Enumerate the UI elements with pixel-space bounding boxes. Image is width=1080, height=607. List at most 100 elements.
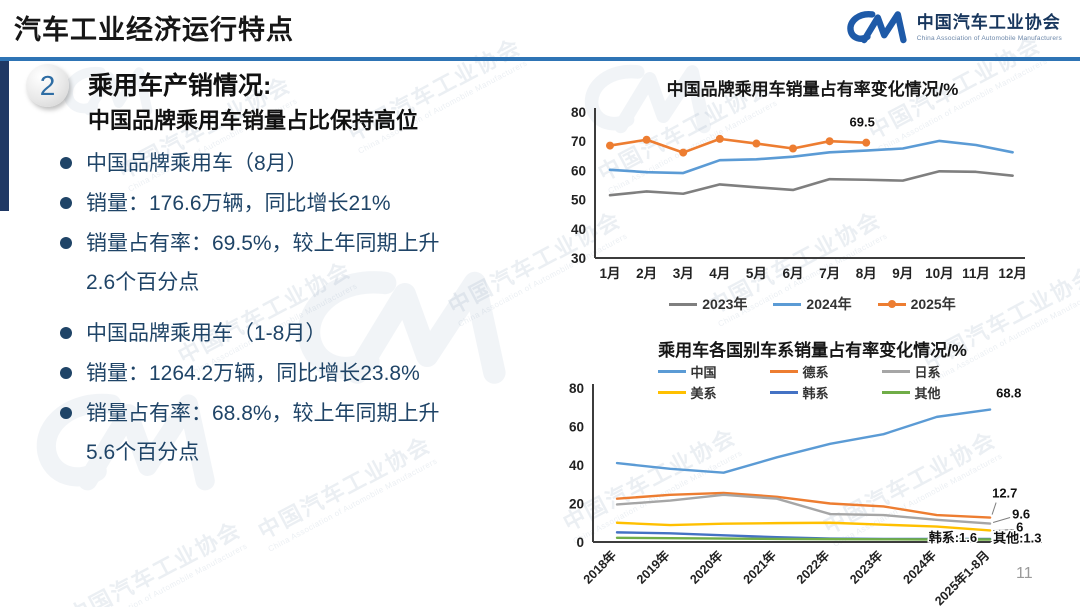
bullet-text-continued: 5.6个百分点 [86,441,200,464]
bullet-text: 销量占有率：68.8%，较上年同期上升 [86,402,440,425]
org-name-en: China Association of Automobile Manufact… [916,34,1062,42]
svg-text:其他:1.3: 其他:1.3 [993,530,1041,545]
bullet-item: 中国品牌乘用车（1-8月） [60,320,530,347]
watermark-cn: 中国汽车工业协会 [63,516,246,607]
bullet-text: 销量：176.6万辆，同比增长21% [86,192,391,215]
svg-text:60: 60 [571,163,586,178]
left-accent-bar [0,61,9,211]
svg-text:80: 80 [571,105,586,120]
svg-text:6: 6 [1016,519,1023,534]
bullet-text: 销量占有率：69.5%，较上年同期上升 [86,232,440,255]
chart-title: 中国品牌乘用车销量占有率变化情况/% [666,80,959,99]
legend-item: 中国 [657,362,744,381]
bullet-icon [60,197,72,209]
chart-title: 乘用车各国别车系销量占有率变化情况/% [658,341,967,360]
chart-legend: 中国 德系 日系美系 韩系 其他 [545,362,1080,402]
legend-line-swatch [877,300,906,308]
svg-text:9.6: 9.6 [1012,507,1030,522]
legend-line-swatch [769,370,798,373]
legend-item: 美系 [657,383,744,402]
legend-item: 韩系 [769,383,856,402]
svg-text:20: 20 [569,497,584,512]
svg-text:70: 70 [571,134,586,149]
svg-text:69.5: 69.5 [850,115,875,130]
bullet-icon [60,327,72,339]
org-name-cn: 中国汽车工业协会 [916,13,1061,33]
svg-text:11月: 11月 [962,266,990,281]
bullet-icon [60,367,72,379]
svg-text:2025年1-8月: 2025年1-8月 [931,548,992,607]
legend-label: 日系 [914,365,941,380]
legend-item: 德系 [769,362,856,381]
org-logo: 中国汽车工业协会 China Association of Automobile… [845,6,1062,50]
bullet-text: 中国品牌乘用车（1-8月） [86,322,327,345]
svg-text:40: 40 [569,458,584,473]
bullet-text: 销量：1264.2万辆，同比增长23.8% [86,362,420,385]
legend-label: 美系 [690,386,717,401]
svg-text:4月: 4月 [709,266,730,281]
watermark-en: China Association of Automobile Manufact… [76,541,249,607]
bullet-list: 中国品牌乘用车（8月） 销量：176.6万辆，同比增长21% 销量占有率：69.5%… [60,150,530,479]
page-number: 11 [1016,565,1033,582]
svg-text:3月: 3月 [673,266,694,281]
legend-line-swatch [881,370,910,373]
svg-text:0: 0 [576,535,584,550]
bullet-item: 销量：1264.2万辆，同比增长23.8% [60,360,530,387]
chart-share-by-origin: 乘用车各国别车系销量占有率变化情况/% 中国 德系 日系美系 韩系 其他 0 20 40 60… [545,326,1080,607]
bullet-text: 中国品牌乘用车（8月） [86,152,308,175]
legend-item: 日系 [881,362,968,381]
bullet-item: 销量占有率：68.8%，较上年同期上升 5.6个百分点 [60,400,530,466]
watermark-text: 中国汽车工业协会 China Association of Automobile … [62,512,251,607]
svg-text:30: 30 [571,251,586,266]
svg-text:10月: 10月 [925,266,954,281]
section-number-badge: 2 [26,64,69,107]
line-chart-svg: 0 20 40 60 80 2018年 2019年 2020年 2021年 2022年 2023年 2… [569,381,1043,607]
legend-label: 2024年 [806,296,852,312]
page-title: 汽车工业经济运行特点 [14,15,294,45]
svg-text:12月: 12月 [998,266,1027,281]
legend-label: 2025年 [910,296,956,312]
legend-marker-dot [887,300,896,308]
bullet-icon [60,237,72,249]
chart-brand-share-monthly: 中国品牌乘用车销量占有率变化情况/% 30 40 50 60 70 80 1月 2月 3月 4月 5… [545,63,1080,325]
legend-item: 2024年 [773,294,852,314]
section-subheading: 中国品牌乘用车销量占比保持高位 [88,108,419,133]
legend-label: 其他 [914,386,941,401]
bullet-icon [60,407,72,419]
svg-text:40: 40 [571,222,586,237]
bullet-item: 销量：176.6万辆，同比增长21% [60,190,530,217]
legend-line-swatch [773,302,802,306]
bullet-item: 中国品牌乘用车（8月） [60,150,530,177]
legend-label: 中国 [690,365,717,380]
header-divider [0,57,1080,61]
svg-text:2022年: 2022年 [793,547,832,586]
svg-text:2018年: 2018年 [580,547,619,586]
svg-text:2023年: 2023年 [847,547,886,586]
svg-text:12.7: 12.7 [992,486,1017,501]
legend-line-swatch [657,370,686,373]
legend-label: 2023年 [702,296,748,312]
bullet-icon [60,157,72,169]
legend-line-swatch [769,391,798,394]
bullet-text-continued: 2.6个百分点 [86,271,200,294]
legend-line-swatch [669,302,698,306]
watermark-text: 中国汽车工业协会 China Association of Automobile … [342,29,531,156]
svg-text:2020年: 2020年 [687,547,726,586]
svg-text:50: 50 [571,193,586,208]
chart-legend: 2023年 2024年 2025年 [545,294,1080,314]
svg-text:2月: 2月 [636,266,657,281]
svg-text:80: 80 [569,381,584,396]
svg-text:5月: 5月 [746,266,767,281]
svg-text:韩系:1.6: 韩系:1.6 [929,530,977,545]
section-heading: 乘用车产销情况: [88,72,272,100]
legend-item: 2025年 [877,294,956,314]
legend-line-swatch [881,391,910,394]
svg-text:7月: 7月 [819,266,840,281]
cm-logo-icon [847,11,907,44]
svg-text:60: 60 [569,420,584,435]
legend-item: 2023年 [669,294,747,314]
svg-text:2021年: 2021年 [740,547,779,586]
svg-text:8月: 8月 [856,266,877,281]
svg-text:2024年: 2024年 [900,547,939,586]
